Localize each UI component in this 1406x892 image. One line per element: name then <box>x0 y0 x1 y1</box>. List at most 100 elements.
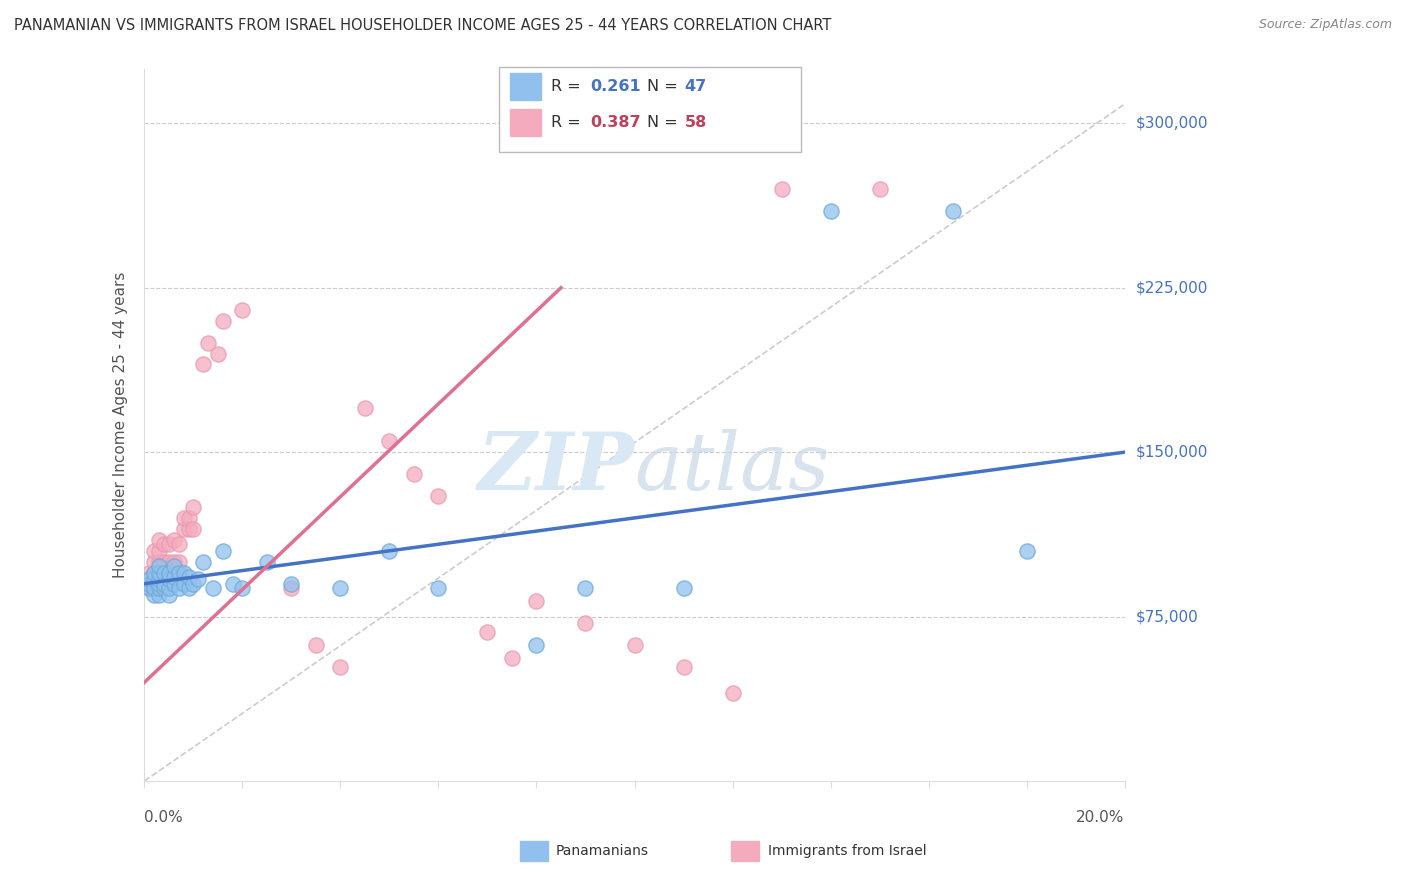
Point <box>143 566 166 580</box>
Point <box>143 588 166 602</box>
Point <box>138 572 160 586</box>
Text: Immigrants from Israel: Immigrants from Israel <box>768 844 927 858</box>
Point <box>153 581 176 595</box>
Text: R =: R = <box>551 115 586 129</box>
Point <box>167 537 190 551</box>
Text: 47: 47 <box>685 79 707 94</box>
Point <box>167 564 190 578</box>
Point <box>153 576 176 591</box>
Point <box>157 581 180 595</box>
Point <box>163 570 186 584</box>
Point <box>157 566 180 580</box>
Point <box>231 581 253 595</box>
Point <box>138 581 160 595</box>
Point <box>157 588 180 602</box>
Point <box>143 555 166 569</box>
Text: 0.261: 0.261 <box>591 79 641 94</box>
Point <box>193 358 215 372</box>
Point <box>173 511 195 525</box>
Point <box>427 581 450 595</box>
Point <box>211 544 233 558</box>
Text: $75,000: $75,000 <box>1136 609 1198 624</box>
Point <box>167 581 190 595</box>
Text: N =: N = <box>647 79 683 94</box>
Point <box>148 564 170 578</box>
Point <box>153 572 176 586</box>
Point <box>672 660 695 674</box>
Point <box>138 576 160 591</box>
Point <box>623 638 645 652</box>
Point <box>153 564 176 578</box>
Point <box>157 537 180 551</box>
Text: R =: R = <box>551 79 586 94</box>
Point <box>477 624 499 639</box>
Point <box>207 346 229 360</box>
Point <box>378 544 401 558</box>
Point <box>869 182 891 196</box>
Point <box>148 566 170 580</box>
Point <box>157 576 180 591</box>
Point <box>183 500 205 514</box>
Text: 0.0%: 0.0% <box>145 810 183 824</box>
Point <box>157 566 180 580</box>
Text: $150,000: $150,000 <box>1136 445 1208 459</box>
Point <box>138 566 160 580</box>
Point <box>167 555 190 569</box>
Point <box>148 544 170 558</box>
Point <box>402 467 425 481</box>
Point <box>163 564 186 578</box>
Text: PANAMANIAN VS IMMIGRANTS FROM ISRAEL HOUSEHOLDER INCOME AGES 25 - 44 YEARS CORRE: PANAMANIAN VS IMMIGRANTS FROM ISRAEL HOU… <box>14 18 831 33</box>
Point <box>148 555 170 569</box>
Point <box>143 581 166 595</box>
Point <box>820 204 842 219</box>
Point <box>329 660 352 674</box>
Point <box>173 566 195 580</box>
Point <box>942 204 965 219</box>
Point <box>770 182 793 196</box>
Point <box>138 572 160 586</box>
Point <box>148 581 170 595</box>
Point <box>163 572 186 586</box>
Point <box>148 576 170 591</box>
Point <box>143 572 166 586</box>
Point <box>138 581 160 595</box>
Point <box>378 434 401 449</box>
Point <box>177 581 200 595</box>
Point <box>329 581 352 595</box>
Point <box>177 511 200 525</box>
Point <box>1015 544 1038 558</box>
Point <box>148 588 170 602</box>
Point <box>183 576 205 591</box>
Point <box>280 576 302 591</box>
Point <box>143 544 166 558</box>
Point <box>526 638 548 652</box>
Point <box>167 572 190 586</box>
Point <box>163 576 186 591</box>
Point <box>672 581 695 595</box>
Point <box>148 572 170 586</box>
Point <box>354 401 377 416</box>
Point <box>280 581 302 595</box>
Point <box>143 576 166 591</box>
Point <box>177 570 200 584</box>
Text: $300,000: $300,000 <box>1136 116 1208 131</box>
Point <box>231 302 253 317</box>
Point <box>153 566 176 580</box>
Point <box>574 581 596 595</box>
Point <box>143 581 166 595</box>
Text: Source: ZipAtlas.com: Source: ZipAtlas.com <box>1258 18 1392 31</box>
Point <box>211 313 233 327</box>
Point <box>177 522 200 536</box>
Point <box>193 555 215 569</box>
Point <box>501 651 523 665</box>
Point <box>148 572 170 586</box>
Point <box>163 559 186 574</box>
Point <box>163 533 186 547</box>
Point <box>148 581 170 595</box>
Point <box>163 555 186 569</box>
Point <box>721 686 744 700</box>
Text: N =: N = <box>647 115 683 129</box>
Point <box>197 335 219 350</box>
Point <box>167 566 190 580</box>
Text: 0.387: 0.387 <box>591 115 641 129</box>
